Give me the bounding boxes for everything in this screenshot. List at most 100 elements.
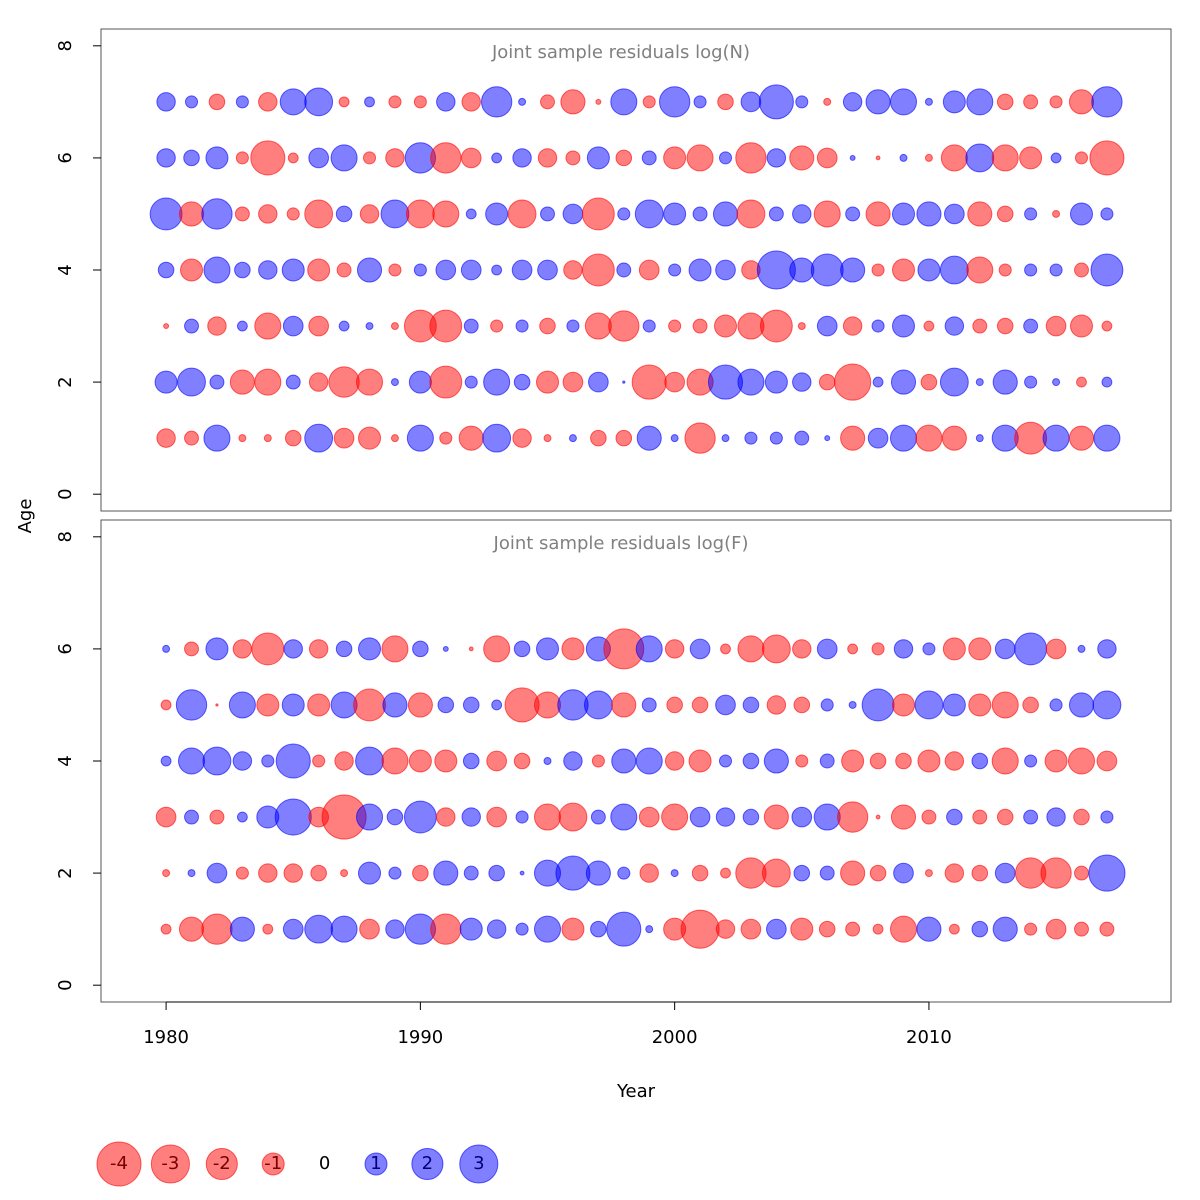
bubble [304, 423, 334, 453]
bubble [792, 372, 812, 392]
bubble [283, 863, 303, 883]
bubble [184, 430, 199, 446]
bubble [658, 86, 691, 118]
bubble [810, 253, 844, 287]
bubble [515, 810, 529, 824]
bubble [720, 643, 731, 655]
bubble [565, 150, 581, 166]
bubble [617, 866, 631, 880]
bubble [537, 148, 558, 168]
bubble [382, 692, 408, 718]
bubble [562, 371, 584, 393]
bubble [968, 693, 992, 717]
bubble [1101, 320, 1113, 332]
bubble [847, 643, 859, 655]
bubble [816, 638, 838, 660]
bubble [412, 640, 429, 658]
bubble [820, 698, 834, 712]
bubble [386, 808, 404, 826]
bubble [338, 320, 350, 332]
bubble [1019, 146, 1043, 170]
bubble [261, 754, 275, 768]
bubble [235, 95, 249, 109]
bubble [944, 316, 965, 336]
bubble [875, 814, 881, 820]
bubble [353, 688, 386, 722]
bubble [641, 150, 657, 166]
legend-bubble [364, 1152, 388, 1176]
bubble [869, 864, 887, 882]
bubble [362, 151, 377, 165]
bubble [889, 424, 918, 452]
bubble [385, 148, 405, 168]
bubble [483, 635, 511, 663]
bubble [1069, 202, 1093, 226]
bubble [285, 374, 301, 390]
bubble [691, 864, 709, 882]
bubble [234, 261, 251, 279]
bubble [229, 369, 255, 395]
bubble [761, 858, 791, 888]
bubble [759, 309, 793, 343]
bubble [615, 429, 633, 447]
bubble [463, 865, 479, 881]
bubble [917, 749, 941, 773]
bubble [380, 199, 410, 229]
bubble [1100, 810, 1114, 824]
bubble [635, 747, 663, 775]
bubble [586, 146, 610, 170]
bubble [992, 369, 1018, 395]
bubble [335, 640, 353, 658]
bubble [942, 693, 966, 717]
bubble [201, 913, 233, 945]
bubble [184, 809, 199, 825]
legend-label: -2 [213, 1153, 231, 1174]
bubble [430, 142, 462, 174]
bubble [307, 693, 331, 717]
bubble [590, 920, 607, 938]
bubble [994, 638, 1016, 660]
bubble [622, 380, 626, 384]
bubble [849, 154, 856, 161]
bubble [581, 197, 615, 231]
bubble [581, 253, 615, 287]
bubble [611, 692, 637, 718]
bubble [381, 747, 409, 775]
bubble [795, 754, 809, 768]
bubble [412, 864, 429, 882]
bubble [892, 693, 915, 717]
bubble [914, 690, 944, 720]
bubble [944, 751, 965, 771]
bubble [178, 201, 205, 227]
bubble [258, 260, 278, 280]
bubble [433, 860, 459, 886]
bubble [356, 368, 384, 396]
bubble [689, 638, 711, 660]
bubble [1024, 375, 1038, 389]
bubble [490, 319, 504, 333]
bubble [254, 368, 282, 396]
bubble [1014, 632, 1048, 666]
bubble [1099, 921, 1115, 937]
bubble [485, 202, 509, 226]
bubble [717, 93, 734, 111]
bubble [946, 808, 963, 826]
bubble [1050, 152, 1062, 164]
bubble [156, 428, 176, 448]
bubble [334, 751, 354, 771]
bubble [1068, 425, 1095, 451]
bubble [1049, 263, 1063, 277]
bubble [915, 424, 943, 452]
bubble [304, 87, 334, 117]
bubble [939, 255, 969, 285]
panel-title: Joint sample residuals log(F) [493, 533, 749, 554]
bubble [634, 199, 664, 229]
bubble [923, 320, 935, 332]
bubble [281, 693, 305, 717]
bubble [483, 368, 511, 396]
bubble [663, 202, 687, 226]
bubble [287, 152, 299, 164]
bubble [1088, 854, 1126, 892]
bubble [486, 750, 507, 772]
bubble [893, 639, 914, 659]
